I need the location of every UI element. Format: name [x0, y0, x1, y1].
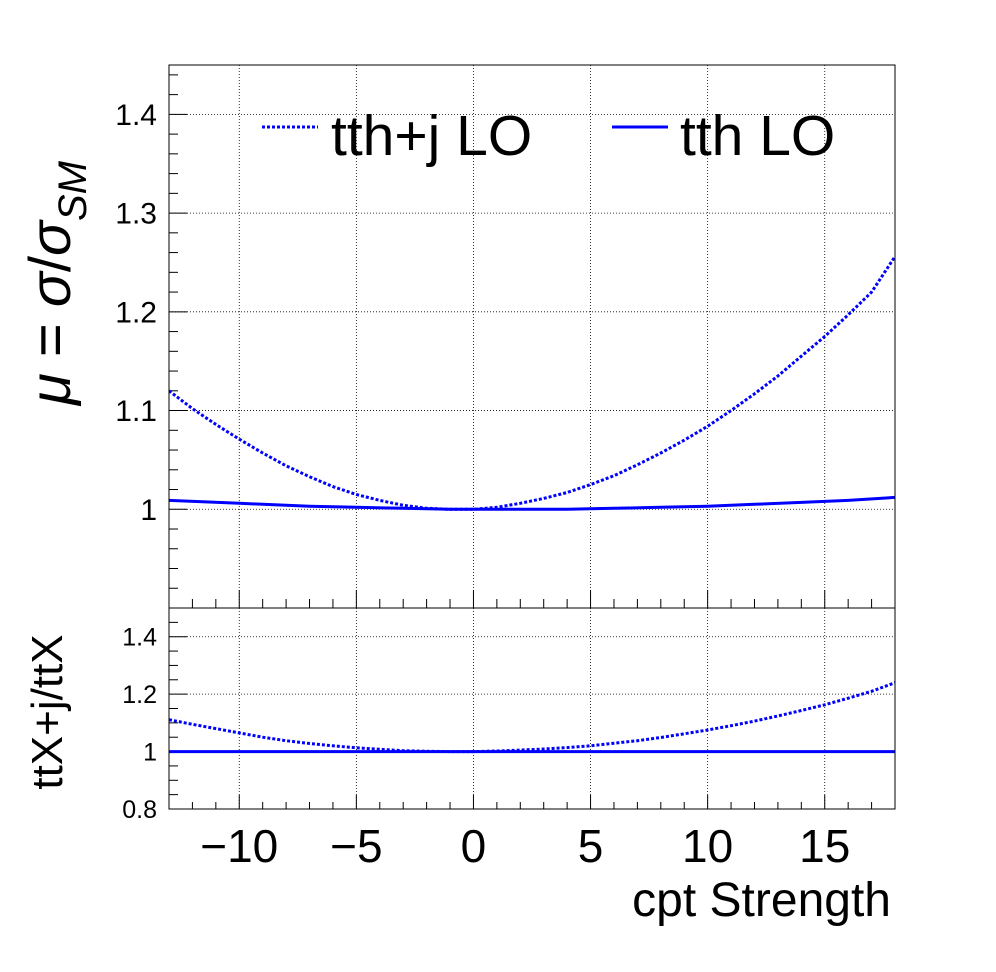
- ratio-ylabel: ttX+j/ttX: [23, 634, 72, 789]
- ratio-ytick-label: 1: [143, 738, 157, 766]
- ratio-plot-frame: [168, 607, 896, 810]
- x-tick-label: −10: [200, 820, 278, 872]
- x-tick-label: 5: [578, 820, 604, 872]
- main-ylabel-mu: μ: [18, 373, 83, 407]
- main-ytick-label: 1.1: [115, 395, 157, 428]
- main-ytick-label: 1.3: [115, 198, 157, 231]
- main-ylabel-slash: /: [18, 255, 83, 272]
- legend-tth-lo-label: tth LO: [680, 104, 835, 168]
- x-axis-label: cpt Strength: [632, 874, 891, 927]
- main-ytick-label: 1.2: [115, 296, 157, 329]
- x-tick-label: 10: [682, 820, 733, 872]
- legend-tthj-lo-label: tth+j LO: [331, 104, 532, 168]
- main-ylabel-subscript: SM: [51, 160, 95, 221]
- main-series-tthj-lo-line: [169, 255, 895, 511]
- x-tick-label: 15: [799, 820, 850, 872]
- main-ylabel-sigma: σ: [18, 270, 83, 307]
- x-tick-label: 0: [461, 820, 487, 872]
- main-series-tth-lo-line: [169, 495, 895, 511]
- main-ylabel: μ = σ/σSM: [18, 160, 95, 407]
- ratio-ytick-label: 1.4: [122, 623, 157, 651]
- ratio-ytick-label: 1.2: [122, 681, 157, 709]
- main-ytick-label: 1: [140, 494, 157, 527]
- ratio-series-tthj-lo-line: [169, 681, 895, 754]
- main-ytick-label: 1.4: [115, 99, 157, 132]
- ratio-ytick-label: 0.8: [122, 796, 157, 824]
- x-tick-label: −5: [330, 820, 382, 872]
- main-ylabel-equals: =: [18, 307, 83, 373]
- main-ylabel-sigma2: σ: [18, 219, 83, 256]
